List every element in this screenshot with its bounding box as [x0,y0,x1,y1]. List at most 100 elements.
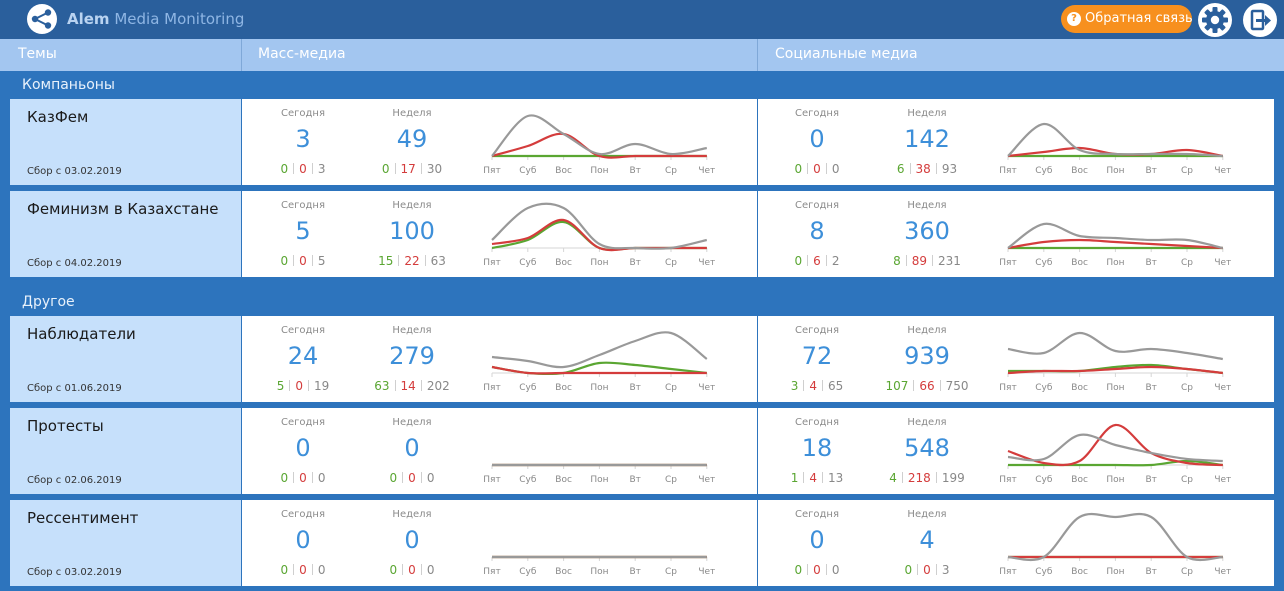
week-total[interactable]: 0 [404,526,420,554]
week-breakdown: 107 66 750 [872,379,982,393]
topic-cell[interactable]: Протесты Сбор с 02.06.2019 [10,408,241,494]
week-total[interactable]: 360 [904,217,950,245]
week-breakdown: 8 89 231 [872,254,982,268]
negative-count: 6 [813,254,821,268]
column-social-media: Социальные медиа [775,46,918,62]
negative-count: 0 [923,563,931,577]
positive-count: 0 [381,162,390,176]
neutral-count: 30 [426,162,443,176]
week-total[interactable]: 548 [904,434,950,462]
neutral-count: 5 [317,254,326,268]
chart-day-label: Пят [999,567,1016,577]
topic-cell[interactable]: Феминизм в Казахстане Сбор с 04.02.2019 [10,191,241,277]
app-title: Alem Media Monitoring [67,10,245,28]
neutral-count: 0 [426,471,435,485]
today-label: Сегодня [281,509,325,520]
chart-day-label: Пят [483,383,500,393]
topic-name[interactable]: Наблюдатели [27,325,136,343]
topic-name[interactable]: Рессентимент [27,509,139,527]
neutral-series-line [1007,512,1223,562]
today-total[interactable]: 0 [295,526,311,554]
chart-day-label: Ср [1181,383,1193,393]
today-total[interactable]: 8 [809,217,825,245]
question-icon: ? [1067,12,1081,26]
week-total[interactable]: 4 [919,526,935,554]
negative-count: 0 [813,563,821,577]
feedback-button[interactable]: ? Обратная связь [1061,5,1193,33]
chart-day-label: Суб [1035,475,1053,485]
negative-series-line [1007,423,1223,467]
negative-count: 0 [299,563,307,577]
chart-day-label: Вт [629,475,640,485]
topic-cell[interactable]: КазФем Сбор с 03.02.2019 [10,99,241,185]
today-total[interactable]: 24 [287,342,319,370]
topic-name[interactable]: КазФем [27,108,89,126]
settings-button[interactable] [1198,3,1232,37]
neutral-series-line [1007,122,1223,158]
neutral-count: 3 [941,563,950,577]
week-breakdown: 4 218 199 [872,471,982,485]
topic-name[interactable]: Феминизм в Казахстане [27,200,219,218]
neutral-series-line [1007,331,1223,361]
chart-day-label: Суб [1035,383,1053,393]
today-total[interactable]: 0 [295,434,311,462]
week-total[interactable]: 0 [404,434,420,462]
collection-start-date: Сбор с 01.06.2019 [27,383,122,394]
today-total[interactable]: 0 [809,125,825,153]
chart-day-label: Чет [1214,166,1231,176]
today-total[interactable]: 18 [801,434,833,462]
chart-day-label: Пон [590,383,608,393]
week-total[interactable]: 279 [389,342,435,370]
column-headers: Темы Масс-медиа Социальные медиа [0,39,1284,71]
weekly-trend-chart: Пят Суб Вос Пон Вт Ср Чет [999,331,1231,393]
today-total[interactable]: 0 [809,526,825,554]
column-divider [241,39,242,71]
week-total[interactable]: 142 [904,125,950,153]
topic-cell[interactable]: Наблюдатели Сбор с 01.06.2019 [10,316,241,402]
negative-count: 17 [400,162,416,176]
chart-day-label: Пон [590,567,608,577]
chart-day-label: Суб [1035,166,1053,176]
topic-cell[interactable]: Рессентимент Сбор с 03.02.2019 [10,500,241,586]
topic-row[interactable]: Рессентимент Сбор с 03.02.2019 Сегодня 0… [10,500,1274,586]
today-breakdown: 3 4 65 [762,379,872,393]
chart-day-label: Пон [1106,383,1124,393]
neutral-count: 0 [831,162,840,176]
neutral-count: 13 [828,471,844,485]
today-label: Сегодня [795,509,839,520]
week-breakdown: 0 17 30 [357,162,467,176]
today-total[interactable]: 3 [295,125,311,153]
chart-day-label: Вт [629,383,640,393]
week-total[interactable]: 939 [904,342,950,370]
today-total[interactable]: 72 [801,342,833,370]
neutral-series-line [1007,433,1223,463]
weekly-trend-chart: Пят Суб Вос Пон Вт Ср Чет [999,423,1231,485]
chart-day-label: Пят [483,567,500,577]
positive-count: 6 [896,162,905,176]
logout-button[interactable] [1243,3,1277,37]
negative-count: 0 [813,162,821,176]
chart-day-label: Вт [629,166,640,176]
positive-count: 3 [790,379,799,393]
neutral-count: 63 [430,254,446,268]
week-total[interactable]: 49 [396,125,428,153]
chart-day-label: Вос [1071,383,1088,393]
topic-row[interactable]: Наблюдатели Сбор с 01.06.2019 Сегодня 24… [10,316,1274,402]
column-divider [757,39,758,71]
chart-day-label: Чет [1214,475,1231,485]
topic-row[interactable]: Феминизм в Казахстане Сбор с 04.02.2019 … [10,191,1274,277]
logo-share-icon[interactable] [27,4,57,34]
positive-count: 0 [794,162,803,176]
negative-count: 38 [915,162,931,176]
today-total[interactable]: 5 [295,217,311,245]
week-total[interactable]: 100 [389,217,435,245]
negative-count: 0 [408,471,416,485]
chart-day-label: Пон [590,475,608,485]
topic-name[interactable]: Протесты [27,417,104,435]
chart-day-label: Суб [519,166,537,176]
chart-day-label: Ср [665,166,677,176]
